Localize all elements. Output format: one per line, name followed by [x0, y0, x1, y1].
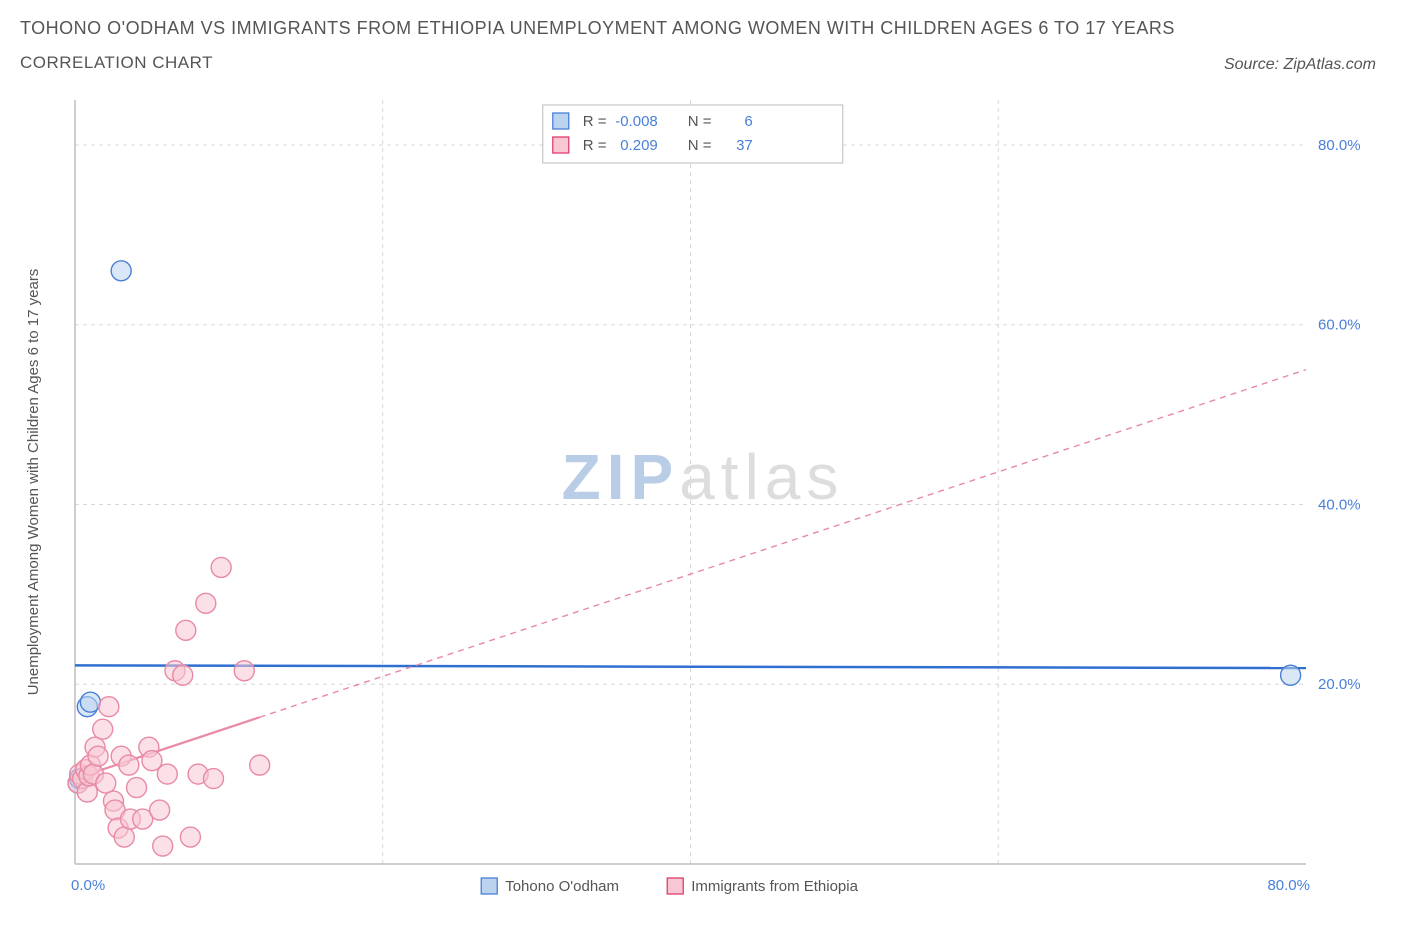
svg-text:N =: N =	[688, 113, 712, 130]
svg-text:60.0%: 60.0%	[1318, 317, 1361, 334]
svg-text:R =: R =	[583, 137, 607, 154]
svg-text:0.0%: 0.0%	[71, 877, 105, 894]
svg-text:R =: R =	[583, 113, 607, 130]
svg-text:Immigrants from Ethiopia: Immigrants from Ethiopia	[691, 878, 858, 895]
svg-text:-0.008: -0.008	[615, 113, 658, 130]
correlation-chart: Unemployment Among Women with Children A…	[20, 92, 1386, 912]
source-attribution: Source: ZipAtlas.com	[1224, 56, 1376, 74]
svg-text:80.0%: 80.0%	[1318, 137, 1361, 154]
svg-text:Unemployment Among Women with: Unemployment Among Women with Children A…	[25, 269, 42, 696]
chart-svg: Unemployment Among Women with Children A…	[20, 92, 1386, 912]
svg-text:80.0%: 80.0%	[1267, 877, 1310, 894]
svg-text:20.0%: 20.0%	[1318, 676, 1361, 693]
svg-text:6: 6	[744, 113, 752, 130]
svg-text:N =: N =	[688, 137, 712, 154]
svg-text:40.0%: 40.0%	[1318, 496, 1361, 513]
svg-text:Tohono O'odham: Tohono O'odham	[505, 878, 619, 895]
chart-subtitle: CORRELATION CHART	[20, 53, 1386, 73]
chart-title: TOHONO O'ODHAM VS IMMIGRANTS FROM ETHIOP…	[20, 18, 1386, 39]
svg-text:0.209: 0.209	[620, 137, 658, 154]
svg-text:37: 37	[736, 137, 753, 154]
